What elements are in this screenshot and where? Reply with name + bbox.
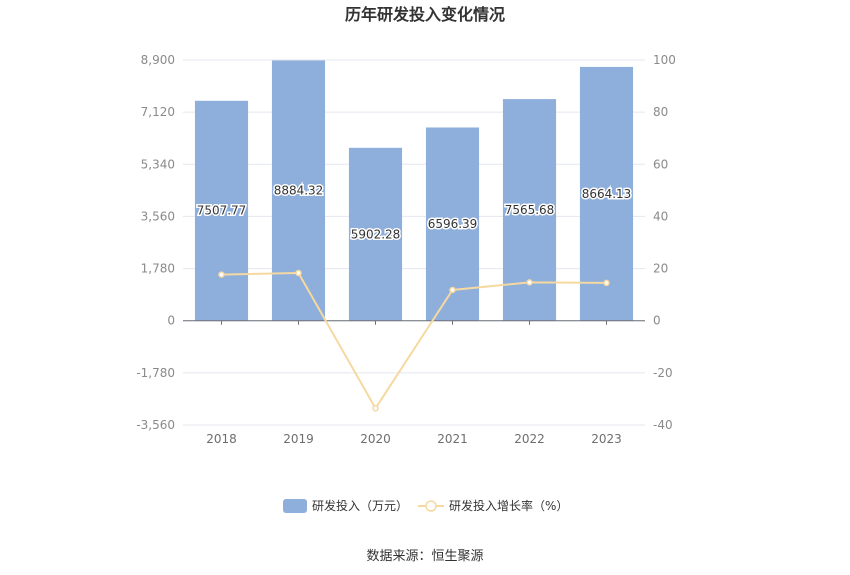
left-tick-label: 7,120 [141,105,175,119]
right-tick-label: 80 [653,105,668,119]
growth-rate-line [221,271,607,411]
growth-rate-point [295,269,302,277]
x-tick-label: 2021 [437,432,468,446]
bar-data-label: 7565.68 [505,203,555,217]
left-tick-label: -3,560 [136,418,175,432]
growth-rate-point [218,271,225,278]
bar-data-label: 8884.32 [274,184,324,198]
legend-label: 研发投入（万元） [312,498,408,513]
x-tick-label: 2018 [206,432,237,446]
bar-data-labels: 7507.77 8884.32 5902.28 6596.39 7565.68 8664.… [195,182,633,243]
gridlines [183,59,645,426]
x-tick-label: 2019 [283,432,314,446]
left-tick-label: -1,780 [136,366,175,380]
right-axis: -40 -20 0 20 40 60 80 100 [653,53,676,432]
x-axis: 2018 2019 2020 2021 2022 2023 [206,432,622,446]
legend[interactable]: 研发投入（万元） 研发投入增长率（%） [283,498,568,513]
bar-series [183,60,645,325]
right-tick-label: -20 [653,366,673,380]
x-tick-label: 2020 [360,432,391,446]
source-note: 数据来源：恒生聚源 [366,549,483,564]
left-tick-label: 0 [167,314,175,328]
x-tick-label: 2022 [514,432,545,446]
bar-data-label: 6596.39 [428,217,478,231]
growth-rate-point [449,286,456,294]
legend-item-growth-rate: 研发投入增长率（%） [418,498,568,513]
bar-data-label: 7507.77 [197,204,247,218]
left-tick-label: 5,340 [141,157,175,171]
bar [579,66,634,321]
left-tick-label: 8,900 [141,53,175,67]
legend-label: 研发投入增长率（%） [449,498,568,513]
right-tick-label: 60 [653,157,668,171]
growth-rate-point [372,405,379,412]
bar [271,60,326,321]
bar [348,147,403,321]
line-series [218,269,610,412]
left-tick-label: 1,780 [141,262,175,276]
left-tick-label: 3,560 [141,209,175,223]
right-tick-label: 100 [653,53,676,67]
legend-item-rd-investment: 研发投入（万元） [283,498,408,513]
growth-rate-point [526,279,533,286]
x-tick-label: 2023 [591,432,622,446]
right-tick-label: 20 [653,262,668,276]
chart-title: 历年研发投入变化情况 [345,5,505,24]
right-tick-label: 40 [653,209,668,223]
right-tick-label: -40 [653,418,673,432]
right-tick-label: 0 [653,314,661,328]
legend-swatch-bar [283,499,307,513]
legend-swatch-point [425,500,437,512]
growth-rate-point [603,279,610,287]
left-axis: -3,560 -1,780 0 1,780 3,560 5,340 7,120 8,900 [136,53,175,432]
bar [194,100,249,321]
bar-data-label: 8664.13 [582,187,632,201]
bar-data-label: 5902.28 [351,227,401,241]
